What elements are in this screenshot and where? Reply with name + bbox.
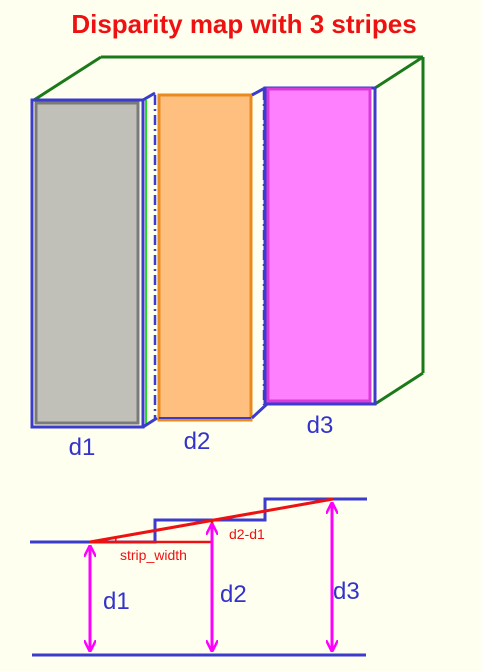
box-top-left-edge bbox=[33, 55, 102, 102]
step-d1-d2-bottom bbox=[142, 416, 158, 429]
profile-diagram: strip_width d2-d1 d1 d2 d3 bbox=[30, 497, 367, 657]
strip-width-label: strip_width bbox=[120, 547, 187, 563]
step-profile bbox=[30, 497, 367, 544]
box-bottom-right-edge bbox=[374, 371, 424, 406]
stripe-d3-label: d3 bbox=[307, 412, 334, 439]
slope-line bbox=[89, 497, 334, 544]
step-d1-d2 bbox=[142, 91, 158, 429]
angle-arc bbox=[114, 537, 117, 543]
step-d1-d2-top bbox=[142, 91, 156, 102]
d1-height-label: d1 bbox=[103, 588, 130, 615]
stripe-d2-face bbox=[157, 93, 253, 422]
box-outline bbox=[33, 55, 425, 406]
d2-height-label: d2 bbox=[220, 581, 247, 608]
d3-height-label: d3 bbox=[333, 578, 360, 605]
stripe-d3 bbox=[263, 86, 377, 406]
stripe-d1-label: d1 bbox=[69, 434, 96, 461]
stripe-d3-face bbox=[266, 87, 372, 403]
stripe-d1-face bbox=[34, 101, 140, 425]
step-d2-d3-top bbox=[251, 86, 266, 97]
stripe-d1 bbox=[30, 98, 147, 429]
stripe-d2 bbox=[157, 93, 253, 422]
box-top-right-edge bbox=[374, 55, 424, 90]
step-d2-d3-bottom bbox=[250, 402, 269, 420]
d2-minus-d1-label: d2-d1 bbox=[229, 526, 265, 542]
diagram-title: Disparity map with 3 stripes bbox=[71, 9, 416, 39]
stripe-d2-label: d2 bbox=[184, 428, 211, 455]
